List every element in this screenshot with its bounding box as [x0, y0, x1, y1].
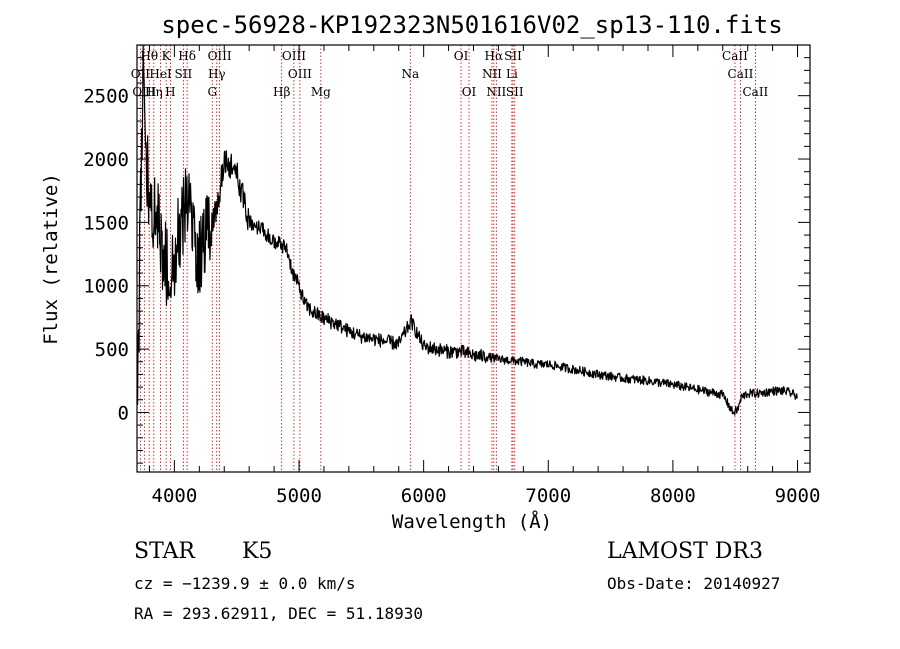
line-marker-label: CaII — [742, 85, 768, 99]
y-tick-label: 1000 — [83, 276, 129, 298]
x-axis-label: Wavelength (Å) — [392, 510, 552, 533]
spectrum-series-line — [137, 44, 798, 416]
chart-title: spec-56928-KP192323N501616V02_sp13-110.f… — [161, 11, 782, 39]
line-markers — [139, 45, 756, 472]
line-marker-label: CaII — [728, 67, 754, 81]
line-marker-label: CaII — [722, 49, 748, 63]
obs-date-text: Obs-Date: 20140927 — [607, 574, 780, 593]
line-marker-label: OI — [454, 49, 469, 63]
line-marker-label: Hγ — [208, 67, 226, 81]
line-marker-label: NII — [482, 67, 502, 81]
line-marker-label: Hδ — [178, 49, 196, 63]
y-axis-ticks: 0 500 1000 1500 2000 2500 — [83, 57, 810, 464]
line-marker-label: SII — [506, 85, 524, 99]
y-tick-label: 500 — [95, 339, 129, 361]
line-marker-label: SII — [504, 49, 522, 63]
y-tick-label: 1500 — [83, 212, 129, 234]
y-tick-label: 2000 — [83, 149, 129, 171]
line-marker-label: Hη — [145, 85, 163, 99]
x-tick-label: 4000 — [152, 485, 198, 507]
line-marker-label: K — [162, 49, 172, 63]
line-marker-label: H — [165, 85, 175, 99]
line-marker-label: OI — [462, 85, 477, 99]
line-marker-label: OIII — [282, 49, 306, 63]
line-marker-label: Na — [401, 67, 419, 81]
survey-name: LAMOST DR3 — [607, 539, 763, 564]
line-marker-label: HeI — [149, 67, 172, 81]
x-tick-label: 7000 — [525, 485, 571, 507]
line-marker-label: Li — [506, 67, 518, 81]
x-axis-ticks: 4000 5000 6000 7000 8000 9000 — [148, 45, 821, 507]
line-marker-label: Mg — [311, 85, 331, 99]
object-subclass: K5 — [242, 539, 272, 564]
line-marker-label: Hβ — [273, 85, 290, 99]
line-marker-label: OII — [131, 67, 151, 81]
line-marker-label: Hθ — [140, 49, 158, 63]
y-tick-label: 0 — [118, 402, 129, 424]
line-marker-label: OIII — [288, 67, 312, 81]
line-marker-label: NII — [486, 85, 506, 99]
x-tick-label: 9000 — [775, 485, 821, 507]
line-marker-label: G — [207, 85, 217, 99]
line-marker-label: OIII — [208, 49, 232, 63]
object-class: STAR — [134, 539, 196, 564]
line-marker-label: SII — [175, 67, 193, 81]
redshift-text: cz = −1239.9 ± 0.0 km/s — [134, 574, 356, 593]
x-tick-label: 8000 — [650, 485, 696, 507]
x-tick-label: 5000 — [276, 485, 322, 507]
y-axis-label: Flux (relative) — [40, 173, 62, 345]
coordinates-text: RA = 293.62911, DEC = 51.18930 — [134, 604, 423, 623]
plot-frame — [136, 44, 811, 473]
line-marker-label: Hα — [485, 49, 504, 63]
x-tick-label: 6000 — [401, 485, 447, 507]
y-tick-label: 2500 — [83, 86, 129, 108]
